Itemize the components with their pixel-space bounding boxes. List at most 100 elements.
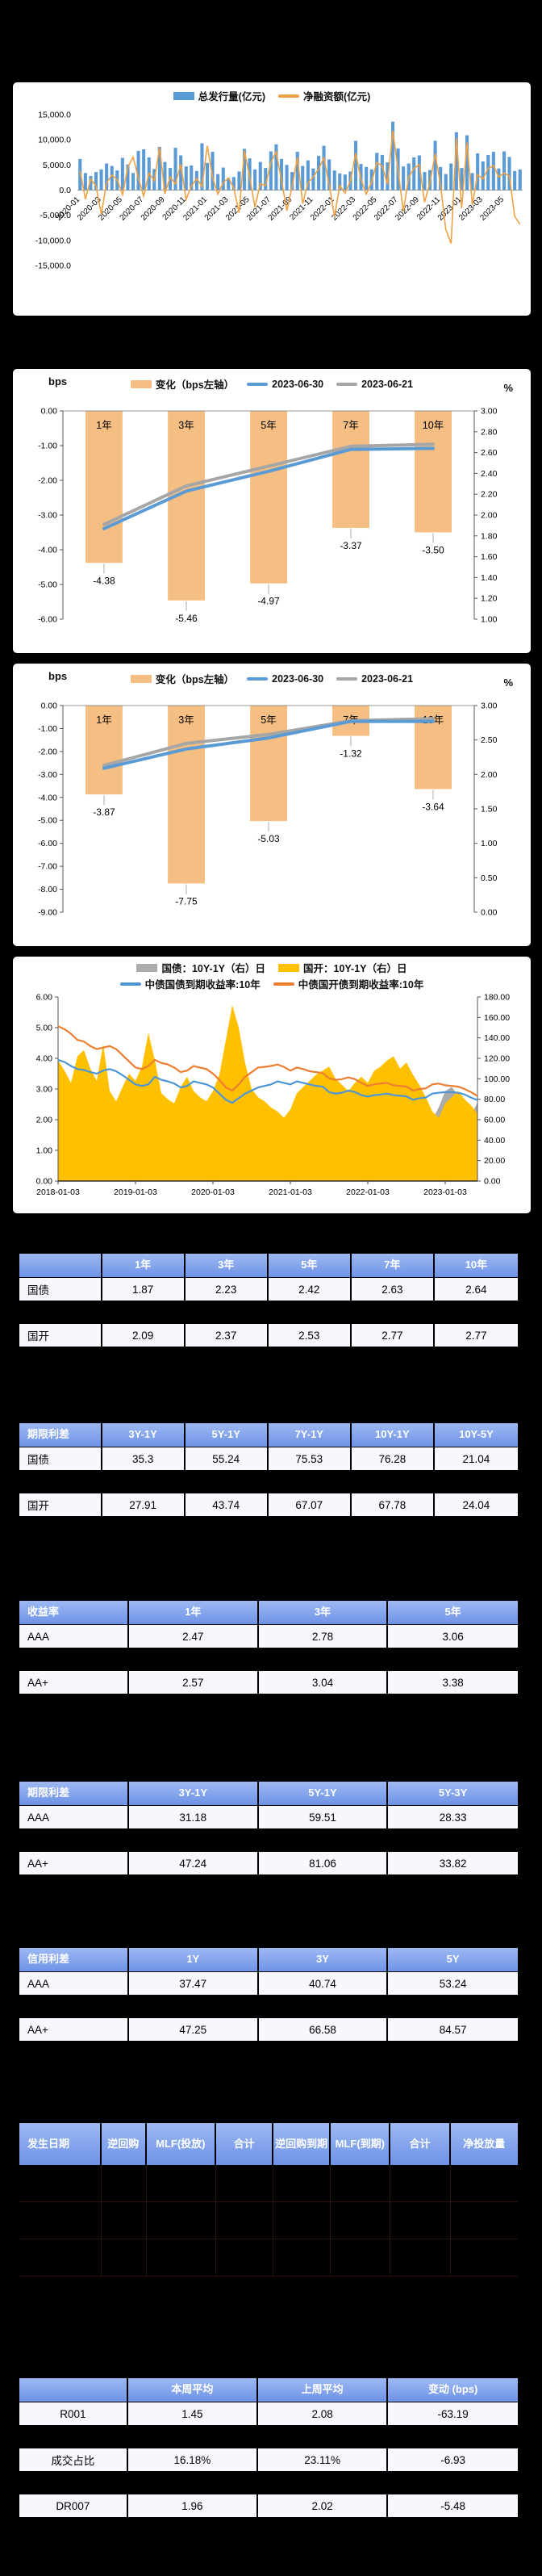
x-axis-tick: 2023-01-03 xyxy=(423,1187,467,1197)
table-cell: 76.28 xyxy=(352,1447,435,1470)
right-axis-tick: 0.00 xyxy=(484,1177,501,1187)
table-row: AA+ 47.24 81.06 33.82 xyxy=(19,1851,518,1875)
issuance-bar xyxy=(380,154,384,191)
table-cell: 35.3 xyxy=(102,1447,186,1470)
category-label: 1年 xyxy=(96,420,111,431)
table-cell: AAA xyxy=(19,1625,129,1648)
cdb-10y-line xyxy=(57,1025,478,1097)
issuance-bar xyxy=(142,149,146,191)
header-cell: 变动 (bps) xyxy=(427,2383,478,2396)
category-label: 3年 xyxy=(178,420,194,431)
current-curve-line xyxy=(102,719,435,770)
table-row: AA+ 47.25 66.58 84.57 xyxy=(19,2017,518,2042)
right-axis-tick: 80.00 xyxy=(484,1095,505,1104)
issuance-bar xyxy=(221,167,225,191)
issuance-bar xyxy=(83,173,87,191)
issuance-bar xyxy=(269,151,273,191)
legend-item: 2023-06-21 xyxy=(336,376,413,392)
header-cell: 期限利差 xyxy=(19,1782,129,1805)
issuance-bar xyxy=(439,166,443,191)
issuance-bar xyxy=(126,164,130,191)
header-cell: 3年 xyxy=(186,1254,269,1277)
empty-cell xyxy=(146,2202,217,2239)
legend-item: 国债：10Y-1Y（右）日 xyxy=(136,960,265,975)
current-curve-line xyxy=(102,446,435,530)
issuance-bar xyxy=(449,163,453,191)
left-axis-tick: 2.00 xyxy=(36,1116,53,1125)
table-row: 发生日期 逆回购 MLF(投放) 合计 逆回购到期 MLF(到期) 合计 净投放量 xyxy=(19,2123,518,2165)
table-row: AAA 37.47 40.74 53.24 xyxy=(19,1971,518,1996)
right-axis-tick: 1.40 xyxy=(481,573,498,583)
bar-swatch-icon xyxy=(130,674,152,683)
left-axis-tick: -8.00 xyxy=(38,885,57,894)
table-row xyxy=(19,2426,518,2448)
table-row: 国开 2.09 2.37 2.53 2.77 2.77 xyxy=(19,1323,518,1347)
table-cell: 2.37 xyxy=(186,1324,269,1347)
bar-value-label: -4.38 xyxy=(93,575,115,586)
issuance-bar xyxy=(227,178,231,191)
right-axis-tick: 160.00 xyxy=(484,1013,510,1023)
right-axis-tick: 60.00 xyxy=(484,1116,505,1125)
left-axis-tick: -6.00 xyxy=(38,615,57,625)
table-cell: AAA xyxy=(19,1972,129,1995)
left-axis-tick: -2.00 xyxy=(38,747,57,756)
table-cell: 2.53 xyxy=(269,1324,352,1347)
table-cell: 1.45 xyxy=(128,2402,259,2425)
issuance-bar xyxy=(412,157,416,191)
issuance-bar xyxy=(491,152,495,191)
header-cell: 5Y-1Y xyxy=(259,1782,389,1805)
bar-swatch-icon xyxy=(130,379,152,388)
issuance-bar xyxy=(243,149,247,191)
right-axis-tick: 2.80 xyxy=(481,427,498,437)
issuance-bar xyxy=(375,153,379,191)
right-axis-tick: 40.00 xyxy=(484,1136,505,1146)
x-axis-tick: 2020-01-03 xyxy=(191,1187,235,1197)
left-axis-tick: -3.00 xyxy=(38,770,57,780)
money-market-rates-table: 本周平均 上周平均 变动 (bps) R001 1.45 2.08 -63.19 成交占比 16… xyxy=(19,2378,518,2518)
right-axis-tick: 2.00 xyxy=(481,770,498,780)
cdb-curve-chart: -3.871年-7.753年-5.035年-1.327年-3.6410年0.00… xyxy=(38,702,498,918)
table-cell: 40.74 xyxy=(259,1972,389,1995)
table-row: R001 1.45 2.08 -63.19 xyxy=(19,2402,518,2426)
y-axis-tick: -5,000.0 xyxy=(40,211,71,220)
legend-item: 总发行量(亿元) xyxy=(173,88,265,103)
header-cell: 5年 xyxy=(444,1606,461,1619)
empty-cell xyxy=(331,2202,391,2239)
issuance-bar xyxy=(476,153,480,191)
bar-value-label: -5.03 xyxy=(257,833,280,844)
issuance-bar xyxy=(481,161,485,191)
category-label: 1年 xyxy=(96,714,111,726)
legend-item: 2023-06-21 xyxy=(336,671,413,686)
empty-cell xyxy=(19,2239,102,2277)
table-cell: AA+ xyxy=(19,1852,129,1874)
right-axis-tick: 1.80 xyxy=(481,531,498,541)
credit-yield-table: 收益率 1年 3年 5年 AAA 2.47 2.78 3.06 AA+ 2.57 3.04 3.38 xyxy=(19,1601,518,1694)
right-axis-tick: 1.00 xyxy=(481,839,498,848)
issuance-bar xyxy=(518,169,522,191)
treasury-curve-chart: -4.38 1年 -5.46 3年 -4.97 5年 -3.37 7年 -3.50 10年 0.00… xyxy=(38,407,498,625)
header-cell: 5Y-1Y xyxy=(186,1423,269,1447)
left-axis-tick: -9.00 xyxy=(38,908,57,918)
left-axis-tick: -2.00 xyxy=(38,476,57,486)
empty-cell xyxy=(216,2202,274,2239)
issuance-bar xyxy=(258,161,262,191)
table-row: AA+ 2.57 3.04 3.38 xyxy=(19,1670,518,1694)
empty-cell xyxy=(331,2239,391,2277)
table-row xyxy=(19,2472,518,2494)
change-bar xyxy=(250,411,287,584)
issuance-bar xyxy=(163,161,167,191)
cdb-curve-chart-card: bps % 变化（bps左轴） 2023-06-30 2023-06-21 -3.8… xyxy=(13,664,531,946)
header-cell: 3年 xyxy=(259,1601,389,1624)
issuance-bar xyxy=(157,146,161,191)
issuance-bar xyxy=(391,121,395,191)
issuance-bar xyxy=(343,174,347,191)
empty-cell xyxy=(216,2165,274,2202)
issuance-bar xyxy=(280,158,284,191)
table-cell: 2.09 xyxy=(102,1324,186,1347)
empty-cell xyxy=(390,2239,451,2277)
empty-cell xyxy=(146,2165,217,2202)
left-axis-tick: -3.00 xyxy=(38,511,57,521)
table-row: 期限利差 3Y-1Y 5Y-1Y 5Y-3Y xyxy=(19,1782,518,1805)
issuance-bar xyxy=(231,177,236,191)
table-cell: 55.24 xyxy=(186,1447,269,1470)
